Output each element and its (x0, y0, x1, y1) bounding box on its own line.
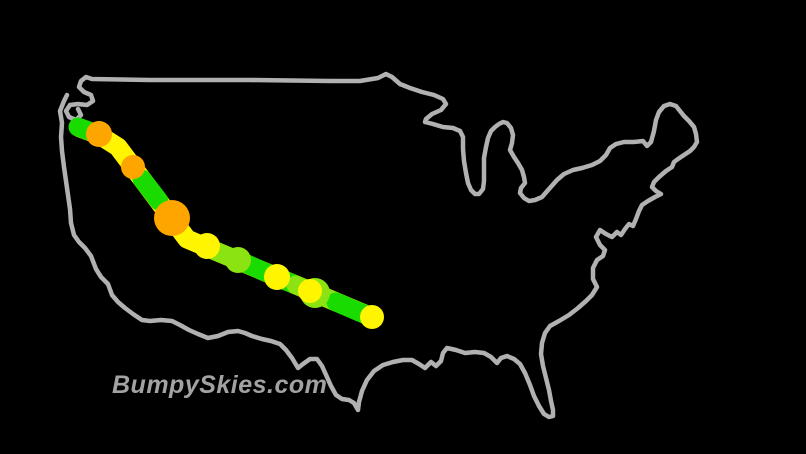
route-segment-calm (132, 169, 169, 211)
turbulence-marker-light (360, 305, 384, 329)
turbulence-marker-light (194, 233, 220, 259)
turbulence-marker-moderate (154, 200, 190, 236)
turbulence-marker-calm_light_blend (225, 247, 251, 273)
turbulence-marker-moderate (121, 155, 145, 179)
turbulence-marker-light (264, 264, 290, 290)
bumpyskies-watermark: BumpySkies.com (112, 371, 328, 399)
turbulence-marker-light (298, 279, 322, 303)
us-map-outline (57, 71, 700, 420)
flight-route-turbulence-track (68, 117, 384, 329)
route-segment-calm (326, 292, 374, 324)
turbulence-marker-moderate (86, 121, 112, 147)
route-segment-calm (237, 254, 277, 283)
